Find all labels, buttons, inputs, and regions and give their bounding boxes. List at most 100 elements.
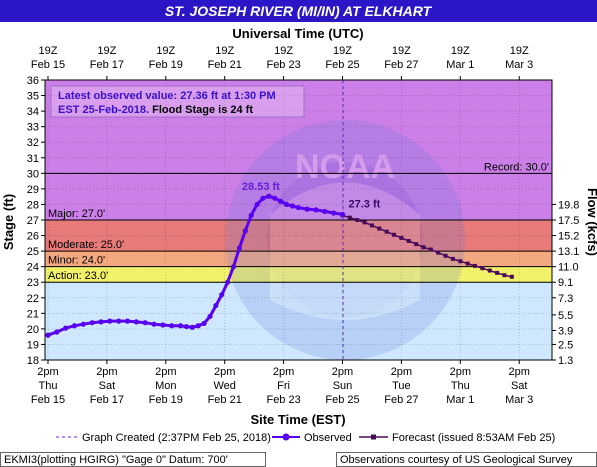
time-tick-day: Thu <box>451 380 470 392</box>
threshold-label-action: Action: 23.0' <box>48 270 108 282</box>
observed-point <box>331 210 337 216</box>
time-tick-day: Wed <box>213 380 235 392</box>
observed-point <box>304 206 310 212</box>
forecast-point <box>355 218 360 222</box>
observed-point <box>278 198 284 204</box>
observed-point <box>183 323 190 330</box>
footer-left: EKMI3(plotting HGIRG) "Gage 0" Datum: 70… <box>4 454 228 466</box>
stage-tick-label: 23 <box>27 277 39 289</box>
utc-tick-time: 19Z <box>215 45 234 57</box>
flood-zones <box>45 80 552 360</box>
annotation-observed: 28.53 ft <box>242 181 280 193</box>
zone-moderate <box>45 251 552 267</box>
observed-point <box>260 195 266 201</box>
utc-tick-date: Feb 23 <box>266 59 300 71</box>
time-tick-date: Mar 3 <box>505 394 533 406</box>
info-box <box>50 85 305 118</box>
time-tick-day: Sun <box>333 380 353 392</box>
stage-tick-label: 19 <box>27 339 39 351</box>
legend-forecast-label: Forecast (issued 8:53AM Feb 25) <box>392 432 555 444</box>
observed-point <box>289 203 296 209</box>
svg-text:NOAA: NOAA <box>295 148 395 186</box>
peak-annotations: 28.53 ft 27.3 ft <box>242 181 381 210</box>
forecast-point <box>487 268 492 273</box>
zone-action <box>45 266 552 283</box>
time-tick-date: Mar 1 <box>446 394 474 406</box>
time-tick-date: Feb 25 <box>325 394 359 406</box>
info-date: EST 25-Feb-2018. <box>58 104 149 116</box>
legend-observed-marker <box>282 433 290 441</box>
observed-series <box>45 193 346 338</box>
flow-tick-label: 11.0 <box>558 262 579 274</box>
forecast-point <box>414 242 419 247</box>
stage-tick-label: 22 <box>27 293 39 305</box>
utc-tick-date: Feb 21 <box>208 59 242 71</box>
threshold-label-record: Record: 30.0' <box>484 161 549 173</box>
time-tick-day: Fri <box>277 380 290 392</box>
forecast-point <box>362 220 367 225</box>
observed-point <box>98 319 104 325</box>
forecast-point <box>458 259 463 264</box>
forecast-series <box>340 213 514 279</box>
time-tick-time: 2pm <box>508 366 529 378</box>
observed-point <box>283 201 290 208</box>
observed-point <box>236 245 243 251</box>
forecast-point <box>465 261 470 266</box>
observed-point <box>89 320 95 326</box>
footer-right: Observations courtesy of US Geological S… <box>340 454 573 466</box>
forecast-point <box>495 270 500 275</box>
stage-tick-label: 18 <box>27 355 39 367</box>
info-flood-stage: Flood Stage is 24 ft <box>149 104 253 116</box>
time-tick-time: 2pm <box>155 366 176 378</box>
stage-tick-label: 32 <box>27 137 39 149</box>
legend-observed-label: Observed <box>304 432 352 444</box>
stage-tick-label: 24 <box>27 262 39 274</box>
x-axis-title: Site Time (EST) <box>250 412 345 427</box>
annotation-forecast: 27.3 ft <box>349 198 381 210</box>
zone-major <box>45 220 552 252</box>
time-tick-date: Feb 19 <box>149 394 183 406</box>
flow-tick-label: 17.5 <box>558 215 579 227</box>
forecast-point <box>443 253 448 258</box>
utc-tick-date: Mar 3 <box>505 59 533 71</box>
stage-tick-label: 28 <box>27 199 39 211</box>
observed-point <box>80 321 86 327</box>
observed-point <box>230 264 237 270</box>
observed-point <box>225 279 231 285</box>
y-axis-title: Stage (ft) <box>1 194 16 250</box>
observed-point <box>169 323 175 329</box>
observed-point <box>195 323 201 329</box>
observed-point <box>322 208 328 215</box>
threshold-label-moderate: Moderate: 25.0' <box>48 239 124 251</box>
observed-point <box>207 313 213 320</box>
y2-axis-title: Flow (kcfs) <box>585 188 597 256</box>
forecast-point <box>406 239 411 243</box>
flow-tick-label: 5.5 <box>558 310 573 322</box>
forecast-point <box>347 215 352 220</box>
stage-tick-label: 30 <box>27 168 39 180</box>
observed-point <box>295 204 301 211</box>
utc-tick-date: Feb 15 <box>31 59 65 71</box>
forecast-point <box>473 263 478 268</box>
title-bar <box>0 0 597 22</box>
time-tick-date: Feb 15 <box>31 394 65 406</box>
observed-point <box>45 332 51 338</box>
observed-point <box>133 319 139 325</box>
observed-point <box>254 201 260 208</box>
top-axis-ticks: 19Z Feb 15 19Z Feb 17 19Z Feb 19 19Z Feb 21 19Z F… <box>31 45 533 80</box>
time-tick-time: 2pm <box>96 366 117 378</box>
observed-point <box>266 193 272 199</box>
forecast-point <box>399 235 404 240</box>
stage-tick-label: 27 <box>27 215 39 227</box>
time-tick-time: 2pm <box>450 366 471 378</box>
time-tick-time: 2pm <box>214 366 235 378</box>
observed-point <box>272 195 278 201</box>
stage-tick-label: 36 <box>27 75 39 87</box>
legend-created-label: Graph Created (2:37PM Feb 25, 2018) <box>82 432 271 444</box>
observed-point <box>63 325 69 331</box>
observed-point <box>107 318 113 324</box>
forecast-point <box>421 245 426 250</box>
stage-tick-label: 35 <box>27 91 39 103</box>
flow-tick-label: 19.8 <box>558 199 579 211</box>
flow-tick-label: 3.9 <box>558 325 573 337</box>
